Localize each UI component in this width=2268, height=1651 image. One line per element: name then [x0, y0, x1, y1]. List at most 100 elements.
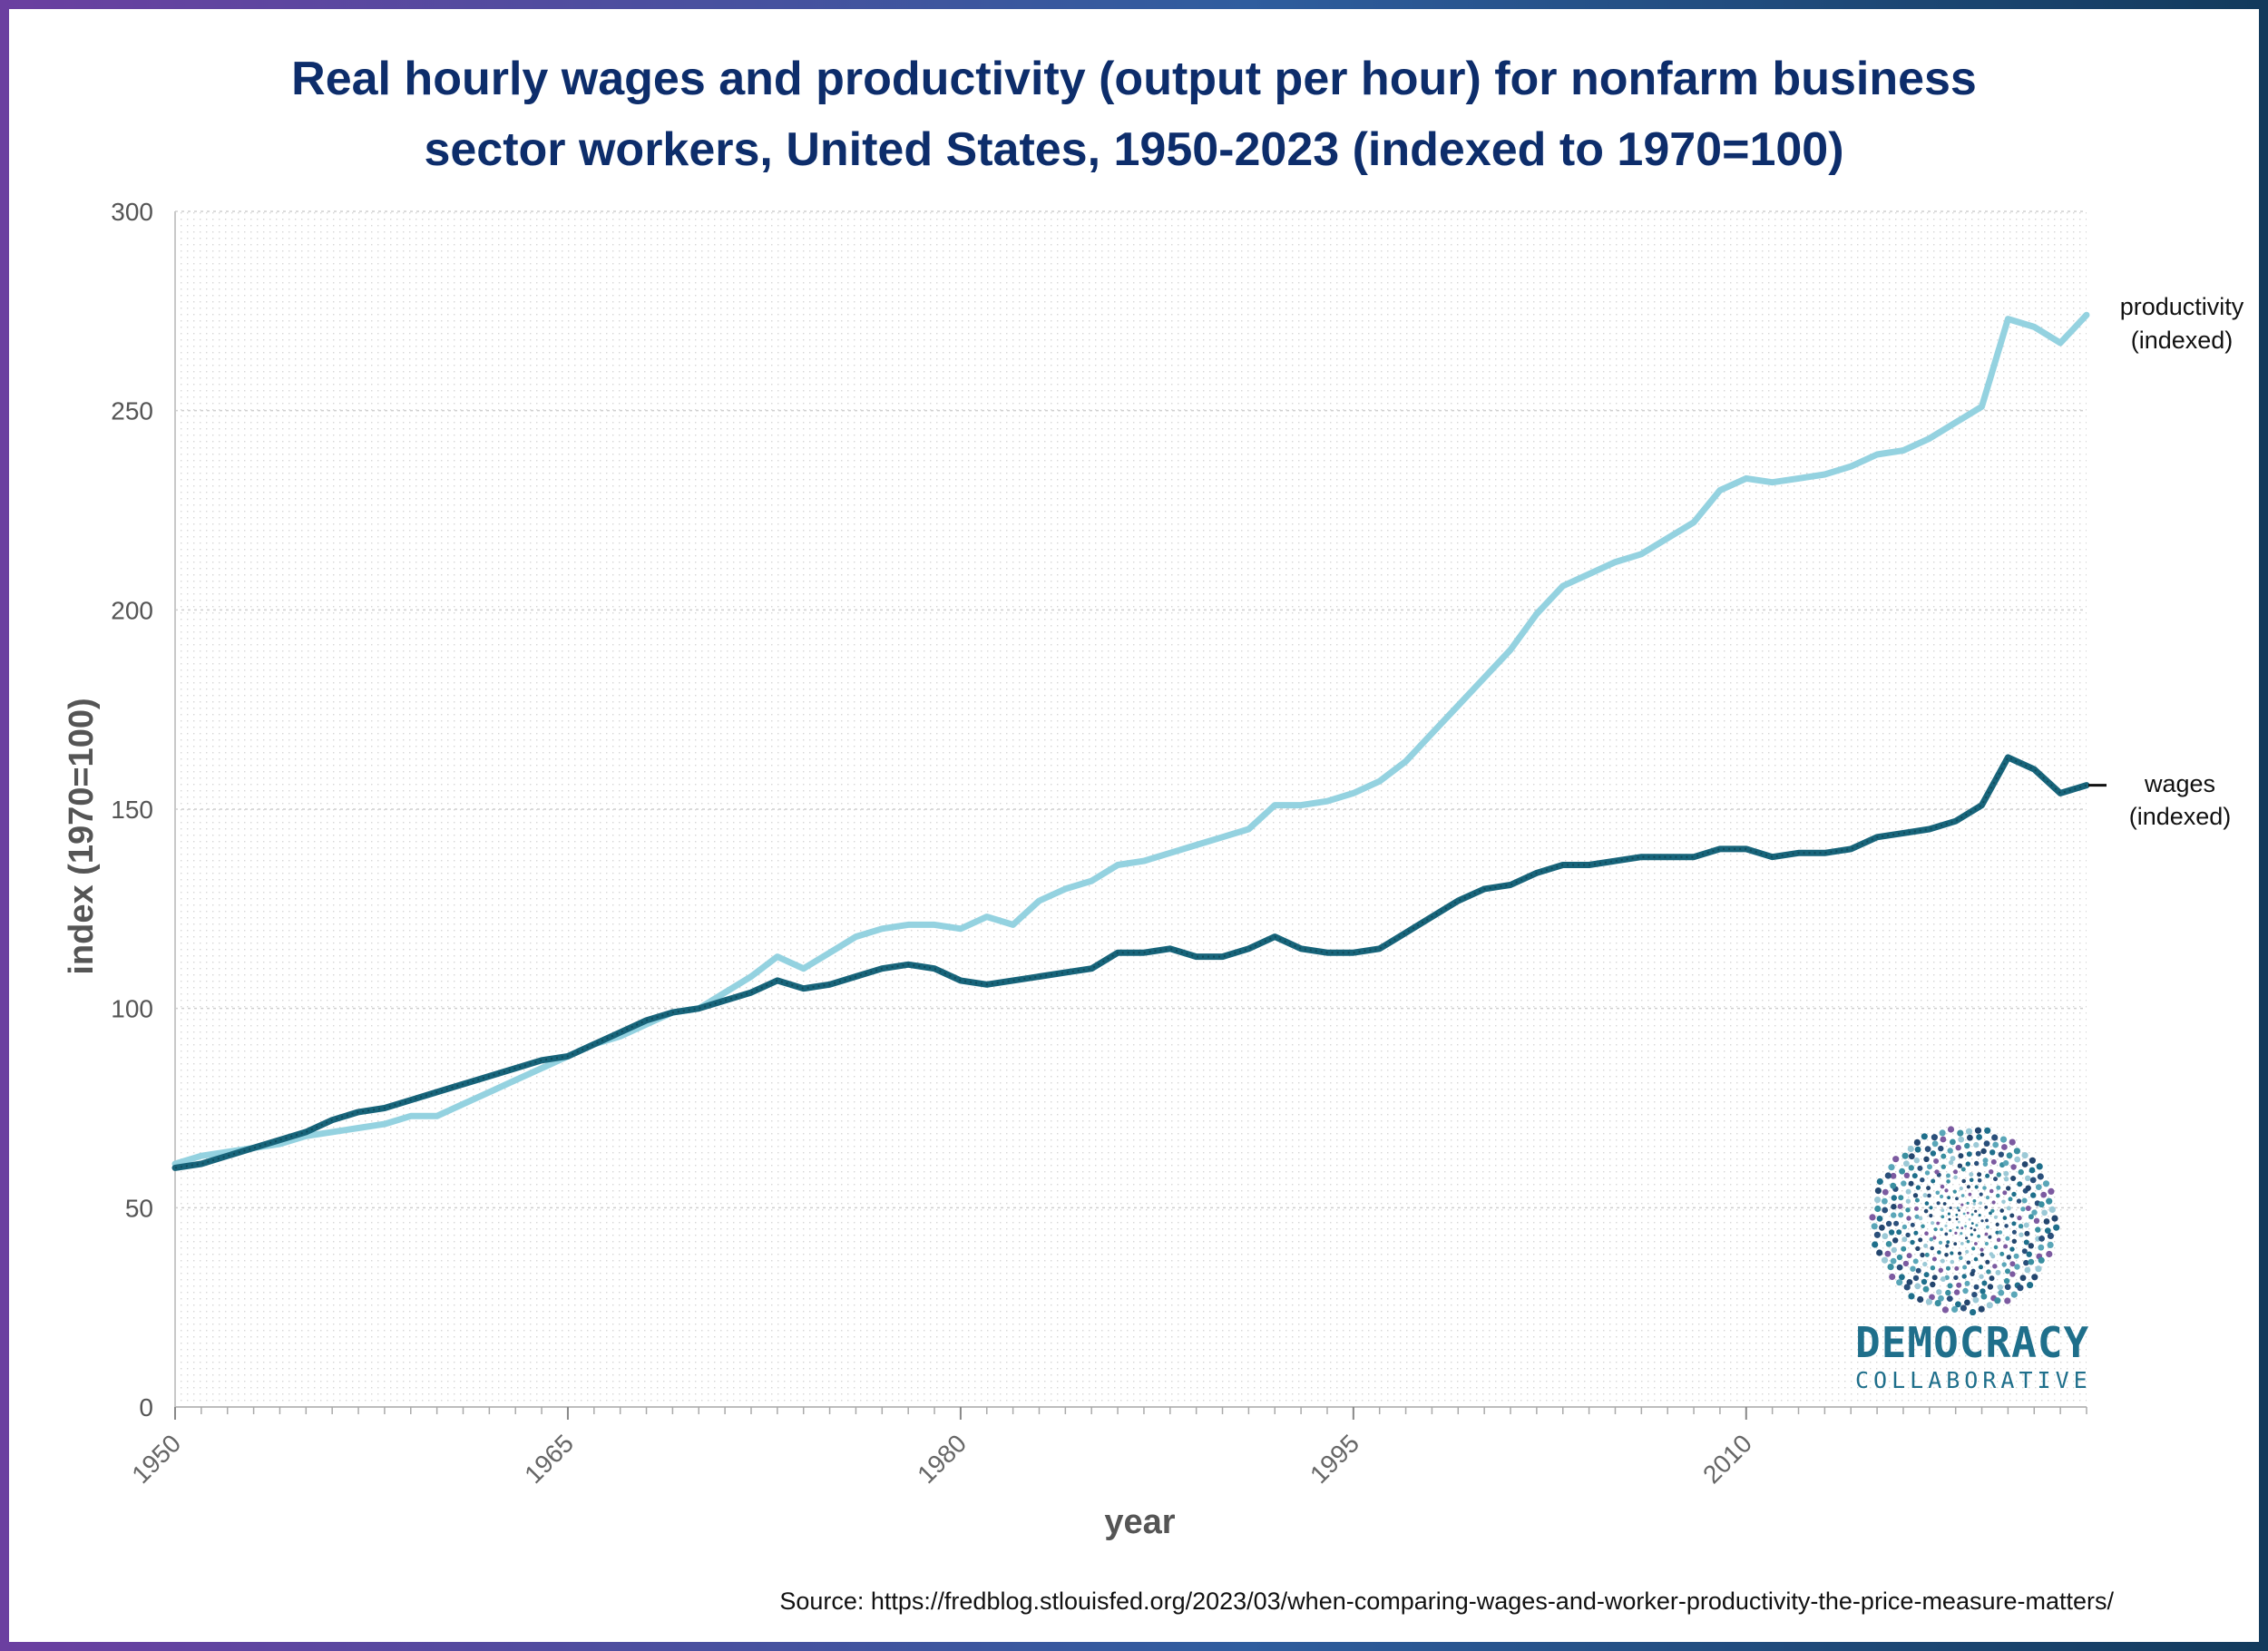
logo-dot [1958, 1208, 1960, 1212]
logo-dot [1960, 1226, 1964, 1230]
logo-dot [1936, 1289, 1942, 1295]
logo-dot [1924, 1252, 1930, 1257]
logo-dot [2048, 1187, 2055, 1195]
logo-dot [2025, 1185, 2031, 1191]
logo-dot [2005, 1236, 2010, 1241]
logo-dot [1999, 1208, 2004, 1213]
logo-dot [1944, 1188, 1949, 1193]
logo-dot [1958, 1153, 1964, 1159]
logo-dot [1982, 1186, 1987, 1190]
logo-dot [1929, 1236, 1934, 1242]
logo-dot [1996, 1172, 2001, 1177]
logo-dot [1940, 1276, 1946, 1282]
logo-dot [2014, 1156, 2021, 1163]
logo-dot [1996, 1185, 2001, 1190]
logo-dot [1913, 1230, 1919, 1236]
x-tick-label: 1950 [126, 1429, 186, 1489]
wages-series-label-sub: (indexed) [2129, 803, 2232, 830]
logo-dot [1917, 1295, 1924, 1304]
logo-dot [1989, 1169, 1994, 1175]
logo-dot [1980, 1252, 1985, 1257]
logo-dot [1887, 1264, 1894, 1271]
logo-dot [1924, 1201, 1930, 1206]
logo-dot [1968, 1192, 1972, 1197]
logo-dot [1972, 1199, 1977, 1203]
logo-dot [1948, 1217, 1951, 1221]
logo-dot [1942, 1202, 1947, 1206]
logo-dot [1992, 1264, 1998, 1269]
logo-dot [1961, 1178, 1966, 1184]
logo-dot [2019, 1275, 2027, 1282]
logo-dot [1955, 1145, 1961, 1151]
logo-dot [1921, 1133, 1928, 1140]
logo-dot [2026, 1251, 2032, 1257]
logo-dot [1965, 1128, 1973, 1135]
logo-dot [1970, 1271, 1975, 1276]
logo-dot [1953, 1169, 1958, 1175]
logo-dot [1927, 1193, 1931, 1198]
logo-dot [1874, 1187, 1882, 1195]
logo-dot [1984, 1206, 1989, 1209]
logo-dot [1974, 1160, 1980, 1167]
logo-dot [1889, 1273, 1896, 1281]
logo-dot [1930, 1150, 1937, 1157]
logo-dot [1954, 1231, 1958, 1235]
productivity-line [171, 311, 2090, 1167]
logo-dot [1950, 1138, 1956, 1146]
logo-dot [1990, 1254, 1996, 1259]
logo-dot [1953, 1289, 1960, 1295]
democracy-collaborative-logo-icon [1869, 1126, 2060, 1315]
logo-dot [1960, 1194, 1965, 1197]
logo-dot [1966, 1201, 1970, 1205]
logo-dot [1979, 1265, 1983, 1270]
logo-dot [1915, 1267, 1921, 1274]
wages-line-texture [174, 756, 2087, 1169]
logo-dot [1966, 1211, 1970, 1215]
logo-dot [1966, 1239, 1970, 1244]
logo-dot [1988, 1235, 1992, 1239]
logo-dot [1896, 1254, 1903, 1261]
logo-dot [1984, 1241, 1989, 1246]
logo-dot [2028, 1243, 2034, 1249]
logo-dot [1937, 1250, 1941, 1255]
logo-dot [1905, 1188, 1911, 1195]
logo-dot [1980, 1219, 1984, 1223]
logo-dot [2003, 1244, 2009, 1249]
logo-dot [1975, 1150, 1981, 1157]
logo-dot [1985, 1259, 1990, 1265]
logo-dot [1929, 1214, 1933, 1218]
chart-title-line-2: sector workers, United States, 1950-2023… [424, 123, 1844, 176]
x-tick-label: 2010 [1697, 1429, 1757, 1489]
logo-dot [1911, 1173, 1918, 1179]
logo-dot [2025, 1175, 2031, 1181]
logo-dot [2001, 1199, 2006, 1205]
logo-dot [2011, 1221, 2017, 1226]
logo-dot [2040, 1191, 2048, 1198]
logo-dot [1955, 1301, 1961, 1308]
logo-wordmark-collaborative: COLLABORATIVE [1855, 1367, 2092, 1393]
logo-dot [1873, 1231, 1881, 1238]
logo-dot [1993, 1215, 1998, 1219]
logo-dot [2016, 1198, 2022, 1204]
logo-dot [2024, 1266, 2031, 1274]
logo-dot [1989, 1275, 1995, 1282]
logo-dot [1940, 1184, 1945, 1189]
logo-dot [1994, 1297, 2001, 1304]
logo-dot [2048, 1206, 2056, 1213]
logo-dot [2018, 1168, 2024, 1176]
logo-dot [1985, 1218, 1989, 1223]
logo-dot [1989, 1149, 1996, 1156]
logo-dot [2005, 1268, 2010, 1275]
logo-dot [1927, 1164, 1932, 1170]
logo-dot [2023, 1239, 2029, 1246]
logo-dot [1953, 1175, 1958, 1180]
logo-dot [1888, 1164, 1895, 1171]
logo-dot [1949, 1229, 1952, 1233]
logo-dot [1908, 1293, 1915, 1300]
logo-dot [1960, 1304, 1967, 1312]
logo-dot [1910, 1239, 1915, 1246]
logo-dot [1906, 1279, 1913, 1285]
logo-dot [1945, 1289, 1951, 1296]
logo-dot [2011, 1191, 2017, 1197]
logo-dot [1905, 1198, 1911, 1204]
